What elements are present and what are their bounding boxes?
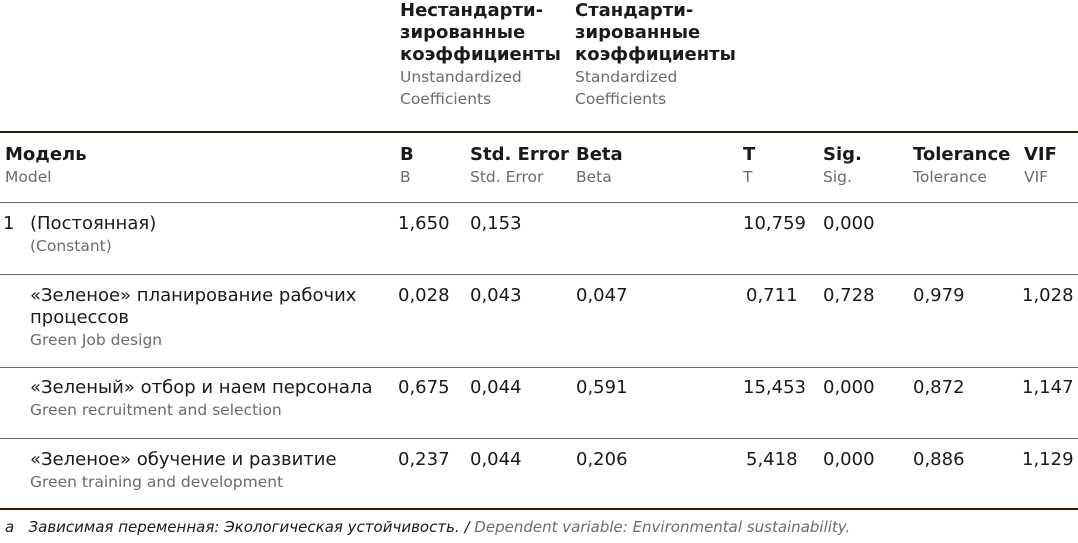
- cell-t: 10,759: [743, 213, 806, 234]
- row-label-ru: «Зеленое» планирование рабочих: [30, 285, 357, 306]
- header-line-en: Coefficients: [400, 90, 492, 108]
- footnote: a Зависимая переменная: Экологическая ус…: [5, 518, 850, 536]
- cell-t: 0,711: [746, 285, 798, 306]
- column-label: Std. Error: [470, 144, 569, 165]
- cell-tol: 0,979: [913, 285, 965, 306]
- divider: [0, 274, 1078, 275]
- column-header-b: B B: [400, 144, 414, 188]
- row-label-ru: «Зеленое» обучение и развитие: [30, 449, 337, 470]
- cell-b: 0,028: [398, 285, 450, 306]
- cell-beta: 0,591: [576, 377, 628, 398]
- cell-t: 5,418: [746, 449, 798, 470]
- cell-se: 0,044: [470, 449, 522, 470]
- row-label-en: (Constant): [30, 237, 112, 255]
- column-label: Tolerance: [913, 144, 1011, 165]
- row-label-ru: (Постоянная): [30, 213, 157, 234]
- column-header-t: T T: [743, 144, 755, 188]
- cell-sig: 0,000: [823, 213, 875, 234]
- column-label: Модель: [5, 144, 87, 165]
- column-label-en: Std. Error: [470, 168, 544, 186]
- divider: [0, 131, 1078, 133]
- column-label-en: Tolerance: [913, 168, 987, 186]
- table-row-label: «Зеленое» планирование рабочих процессов G…: [30, 285, 356, 351]
- column-label-en: Sig.: [823, 168, 852, 186]
- divider: [0, 438, 1078, 439]
- header-line: зированные: [400, 22, 526, 43]
- cell-se: 0,153: [470, 213, 522, 234]
- cell-vif: 1,028: [1022, 285, 1074, 306]
- column-header-std-error: Std. Error Std. Error: [470, 144, 569, 188]
- column-header-tolerance: Tolerance Tolerance: [913, 144, 1010, 188]
- row-label-en: Green Job design: [30, 331, 163, 349]
- column-label: T: [743, 144, 756, 165]
- cell-b: 0,237: [398, 449, 450, 470]
- column-header-vif: VIF VIF: [1024, 144, 1057, 188]
- row-label-en: Green recruitment and selection: [30, 401, 282, 419]
- column-header-sig: Sig. Sig.: [823, 144, 862, 188]
- divider: [0, 367, 1078, 368]
- column-label: B: [400, 144, 414, 165]
- cell-tol: 0,886: [913, 449, 965, 470]
- table-row-label: «Зеленое» обучение и развитие Green train…: [30, 449, 337, 493]
- model-number: 1: [3, 213, 15, 234]
- header-line: Нестандарти-: [400, 0, 544, 21]
- column-label-en: B: [400, 168, 411, 186]
- divider: [0, 508, 1078, 510]
- row-label-ru: «Зеленый» отбор и наем персонала: [30, 377, 373, 398]
- cell-sig: 0,000: [823, 449, 875, 470]
- column-label-en: VIF: [1024, 168, 1049, 186]
- column-label-en: T: [743, 168, 753, 186]
- footnote-en: Dependent variable: Environmental sustai…: [474, 518, 851, 536]
- column-label: Beta: [576, 144, 623, 165]
- cell-b: 0,675: [398, 377, 450, 398]
- footnote-ru: Зависимая переменная: Экологическая усто…: [28, 518, 470, 536]
- column-label: Sig.: [823, 144, 862, 165]
- column-label: VIF: [1024, 144, 1057, 165]
- header-line: Стандарти-: [575, 0, 694, 21]
- cell-vif: 1,147: [1022, 377, 1074, 398]
- row-label-en: Green training and development: [30, 473, 284, 491]
- cell-se: 0,044: [470, 377, 522, 398]
- header-line-en: Unstandardized: [400, 68, 522, 86]
- table-row-label: «Зеленый» отбор и наем персонала Green re…: [30, 377, 372, 421]
- cell-b: 1,650: [398, 213, 450, 234]
- cell-sig: 0,000: [823, 377, 875, 398]
- cell-se: 0,043: [470, 285, 522, 306]
- column-header-model: Модель Model: [5, 144, 87, 188]
- cell-tol: 0,872: [913, 377, 965, 398]
- column-header-beta: Beta Beta: [576, 144, 623, 188]
- cell-sig: 0,728: [823, 285, 875, 306]
- header-line-en: Standardized: [575, 68, 678, 86]
- column-label-en: Model: [5, 168, 52, 186]
- header-line: зированные: [575, 22, 701, 43]
- column-label-en: Beta: [576, 168, 612, 186]
- cell-vif: 1,129: [1022, 449, 1074, 470]
- table-row-label: (Постоянная) (Constant): [30, 213, 156, 257]
- cell-t: 15,453: [743, 377, 806, 398]
- cell-beta: 0,047: [576, 285, 628, 306]
- unstandardized-header: Нестандарти- зированные коэффициенты Uns…: [400, 0, 561, 110]
- divider: [0, 202, 1078, 203]
- cell-beta: 0,206: [576, 449, 628, 470]
- header-line-en: Coefficients: [575, 90, 667, 108]
- footnote-marker: a: [5, 518, 15, 536]
- row-label-ru: процессов: [30, 307, 129, 328]
- standardized-header: Стандарти- зированные коэффициенты Stand…: [575, 0, 736, 110]
- header-line: коэффициенты: [400, 44, 561, 65]
- header-line: коэффициенты: [575, 44, 736, 65]
